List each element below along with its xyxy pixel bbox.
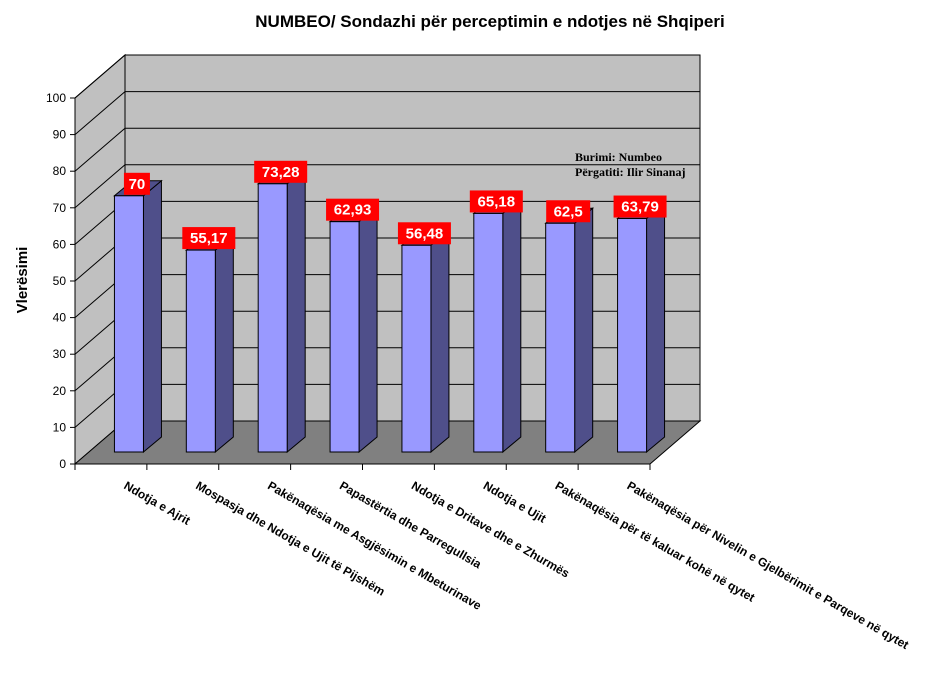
category-label: Ndotja e Ajrit — [121, 478, 192, 527]
data-label: 65,18 — [478, 193, 516, 210]
data-label: 70 — [129, 176, 146, 193]
bar-side — [430, 229, 450, 454]
y-tick-label: 100 — [46, 91, 66, 105]
chart-title: NUMBEO/ Sondazhi për perceptimin e ndotj… — [255, 12, 724, 31]
data-label: 63,79 — [621, 199, 659, 216]
bar — [113, 195, 144, 453]
gridline-side — [74, 91, 126, 135]
chart-floor — [73, 420, 702, 465]
bars — [113, 167, 666, 454]
category-label: Ndotja e Ujit — [481, 478, 549, 525]
category-labels: Ndotja e Ajrit Mospasja dhe Ndotja e Ujit… — [121, 478, 911, 652]
bar-side — [574, 207, 594, 454]
y-tick-label: 10 — [53, 420, 67, 434]
y-tick-label: 70 — [53, 201, 67, 215]
data-label: 62,5 — [554, 203, 583, 220]
data-label: 55,17 — [190, 230, 228, 247]
bar-side — [286, 167, 306, 454]
data-label-box — [469, 190, 523, 213]
data-label-box — [546, 200, 591, 223]
bar — [329, 221, 360, 453]
data-label-box — [397, 222, 451, 245]
y-tick-label: 40 — [53, 311, 67, 325]
data-label-box — [182, 227, 236, 250]
chart-walls — [73, 53, 702, 466]
y-tick-label: 60 — [53, 237, 67, 251]
bar — [545, 222, 576, 453]
data-label: 56,48 — [406, 225, 444, 242]
y-tick-label: 0 — [59, 457, 66, 471]
y-tick-label: 20 — [53, 384, 67, 398]
annotation: Burimi: Numbeo — [575, 150, 662, 164]
annotation: Përgatiti: Ilir Sinanaj — [575, 165, 685, 179]
bar-side — [646, 202, 666, 454]
bar — [257, 183, 288, 453]
bar-side — [502, 197, 522, 454]
data-label: 73,28 — [262, 164, 300, 181]
gridline-side — [74, 54, 126, 99]
bar-side — [358, 205, 378, 454]
bar-side — [214, 234, 234, 454]
data-label-box — [326, 198, 380, 221]
data-labels: 70 55,17 73,28 62,93 56,48 65,18 62,5 63,79 — [123, 160, 667, 250]
y-tick-label: 50 — [53, 274, 67, 288]
bar — [473, 212, 504, 453]
gridline-side — [74, 164, 126, 209]
data-label-box — [123, 172, 150, 195]
bar — [185, 249, 216, 453]
bar — [401, 244, 432, 453]
gridline-side — [74, 127, 126, 172]
y-tick-label: 80 — [53, 164, 67, 178]
data-label-box — [613, 195, 667, 218]
y-tick-label: 90 — [53, 128, 67, 142]
bar-side — [142, 179, 162, 454]
y-tick-label: 30 — [53, 347, 67, 361]
axes: 0 10 20 30 40 50 60 70 80 90 100 — [46, 91, 651, 471]
category-label: Pakënaqësia për Nivelin e Gjelbërimit e … — [625, 478, 912, 652]
y-axis-label: Vlerësimi — [14, 247, 31, 314]
data-label: 62,93 — [334, 202, 372, 219]
data-label-box — [254, 160, 308, 183]
bar — [617, 218, 648, 453]
